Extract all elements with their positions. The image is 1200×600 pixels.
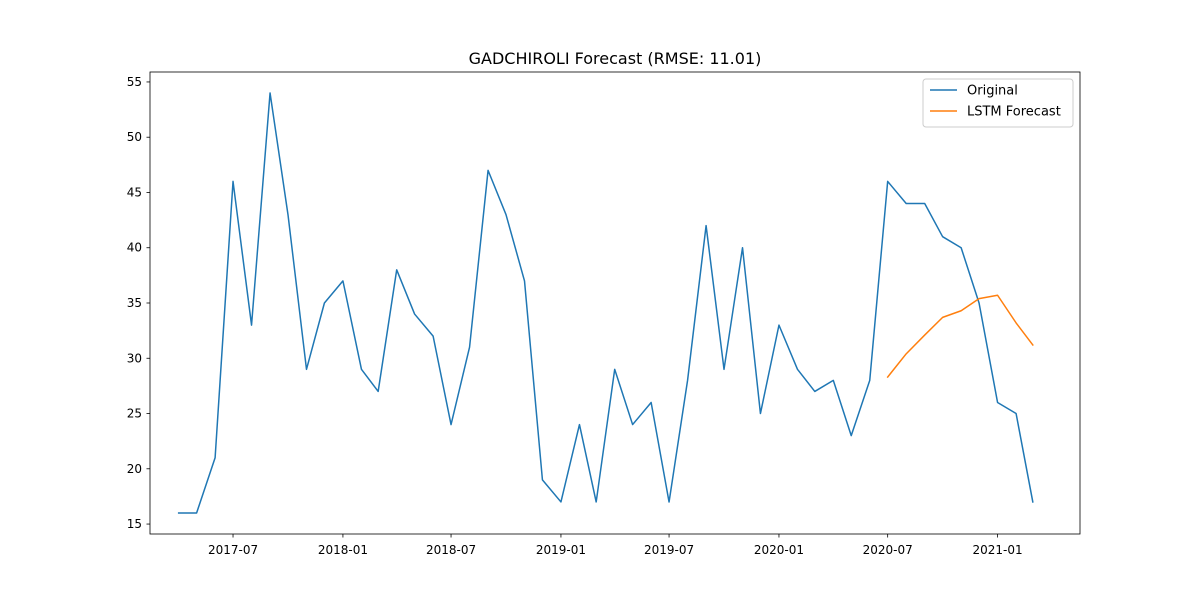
x-tick-label: 2018-01 bbox=[318, 543, 368, 557]
y-tick-label: 40 bbox=[127, 241, 142, 255]
x-tick-label: 2019-07 bbox=[644, 543, 694, 557]
y-tick-label: 25 bbox=[127, 407, 142, 421]
chart-title: GADCHIROLI Forecast (RMSE: 11.01) bbox=[469, 49, 762, 68]
y-tick-label: 20 bbox=[127, 462, 142, 476]
y-tick-label: 55 bbox=[127, 75, 142, 89]
legend-box bbox=[922, 78, 1074, 128]
x-tick-label: 2021-01 bbox=[973, 543, 1023, 557]
legend-label-lstm-forecast: LSTM Forecast bbox=[967, 105, 1061, 120]
series-line-original bbox=[177, 92, 1034, 514]
x-tick-label: 2020-01 bbox=[754, 543, 804, 557]
x-tick-label: 2019-01 bbox=[536, 543, 586, 557]
y-tick-label: 15 bbox=[127, 517, 142, 531]
axes: 15 20 25 30 35 40 45 50 55 2017-07 2018-01 2018-07 2… bbox=[127, 71, 1081, 557]
y-tick-label: 30 bbox=[127, 351, 142, 365]
x-tick-label: 2020-07 bbox=[863, 543, 913, 557]
legend-label-original: Original bbox=[967, 84, 1018, 99]
series-line-lstm-forecast bbox=[886, 294, 1034, 379]
legend: Original LSTM Forecast bbox=[922, 78, 1074, 128]
x-tick-label: 2018-07 bbox=[426, 543, 476, 557]
y-tick-label: 45 bbox=[127, 185, 142, 199]
plot-area bbox=[177, 92, 1034, 514]
x-tick-label: 2017-07 bbox=[208, 543, 258, 557]
y-tick-label: 50 bbox=[127, 130, 142, 144]
y-tick-label: 35 bbox=[127, 296, 142, 310]
